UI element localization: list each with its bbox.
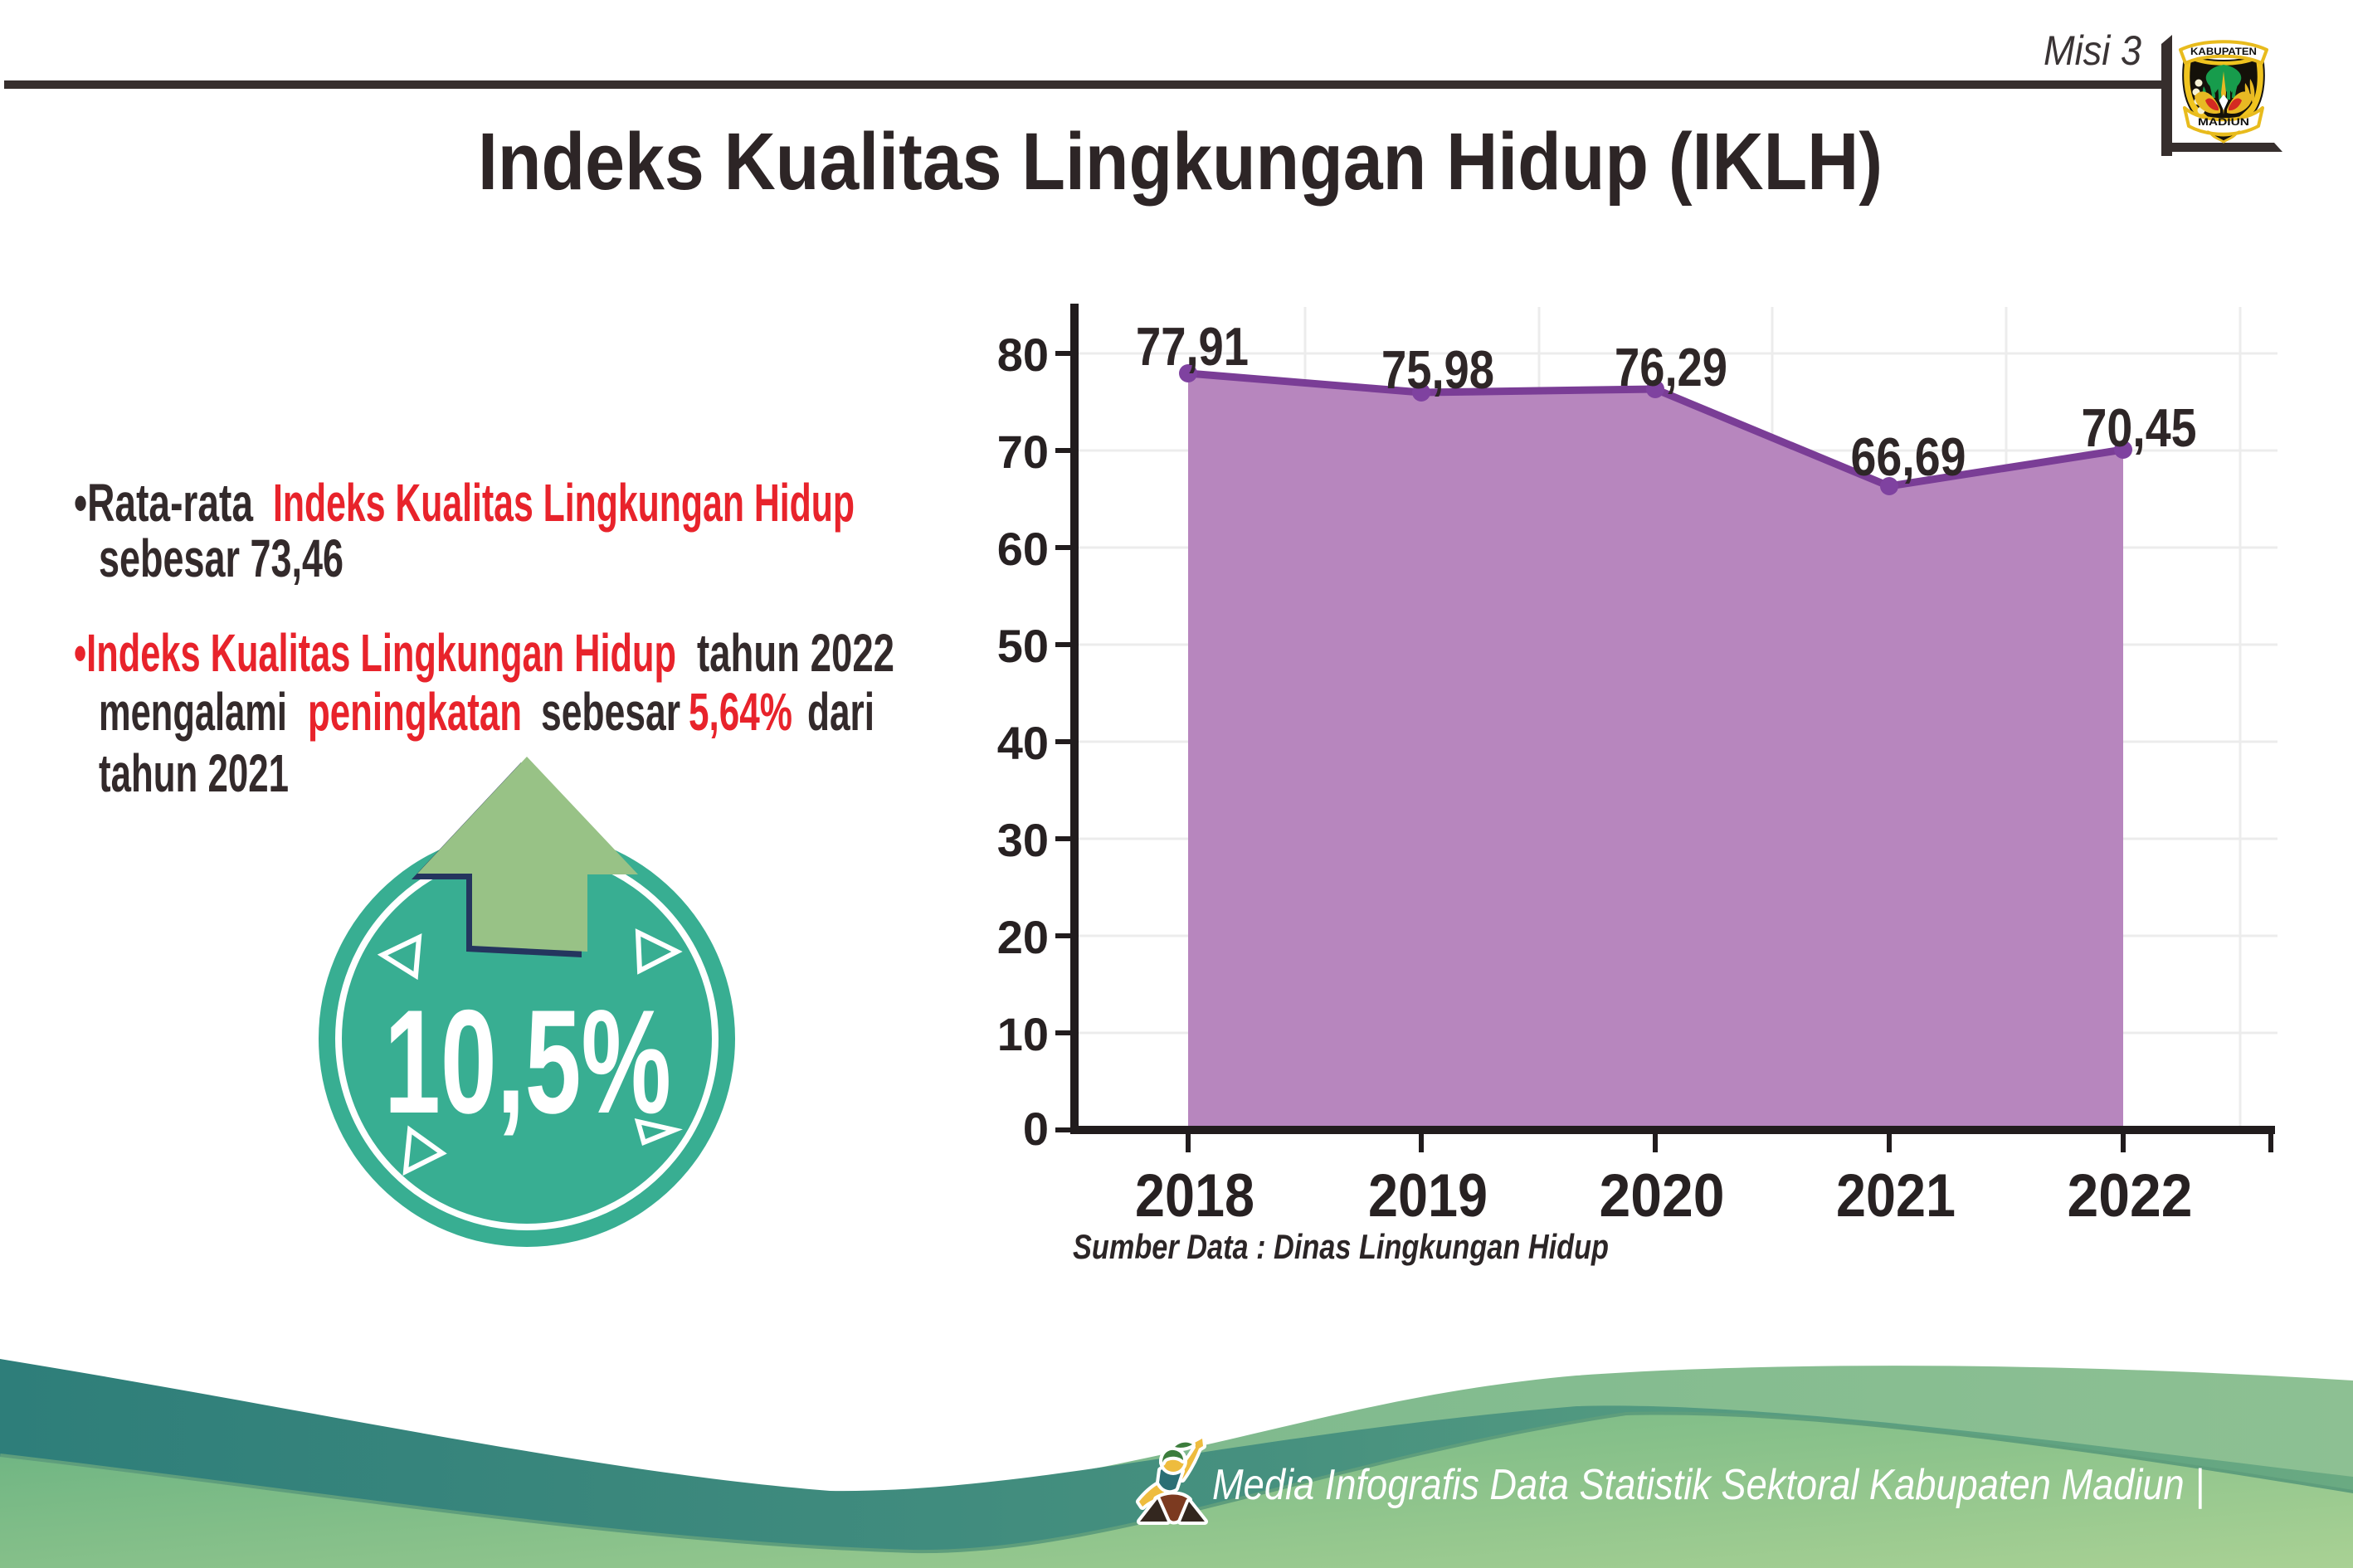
svg-text:•Indeks Kualitas Lingkungan Hi: •Indeks Kualitas Lingkungan Hidup xyxy=(74,623,676,683)
svg-text:peningkatan: peningkatan xyxy=(308,682,522,742)
svg-text:sebesar 73,46: sebesar 73,46 xyxy=(99,528,343,588)
svg-text:80: 80 xyxy=(997,329,1049,381)
svg-text:60: 60 xyxy=(997,523,1049,575)
svg-text:2022: 2022 xyxy=(2068,1162,2193,1230)
svg-text:Indeks Kualitas Lingkungan Hid: Indeks Kualitas Lingkungan Hidup xyxy=(273,473,855,533)
svg-text:dari: dari xyxy=(807,682,874,742)
svg-text:40: 40 xyxy=(997,717,1049,769)
svg-text:75,98: 75,98 xyxy=(1381,339,1494,400)
svg-text:•Rata-rata: •Rata-rata xyxy=(74,473,253,533)
svg-text:66,69: 66,69 xyxy=(1851,426,1966,487)
svg-text:70,45: 70,45 xyxy=(2082,397,2197,458)
svg-text:Media Infografis Data Statisti: Media Infografis Data Statistik Sektoral… xyxy=(1212,1461,2204,1509)
svg-text:10: 10 xyxy=(997,1008,1049,1060)
svg-text:Sumber Data : Dinas Lingkungan: Sumber Data : Dinas Lingkungan Hidup xyxy=(1073,1227,1609,1266)
svg-text:tahun 2022: tahun 2022 xyxy=(697,623,894,683)
svg-text:MADIUN: MADIUN xyxy=(2198,118,2249,128)
svg-text:50: 50 xyxy=(997,620,1049,672)
svg-text:10,5%: 10,5% xyxy=(384,979,671,1144)
svg-text:76,29: 76,29 xyxy=(1615,337,1727,397)
svg-text:0: 0 xyxy=(1023,1103,1049,1155)
svg-text:sebesar: sebesar xyxy=(541,682,680,742)
svg-text:70: 70 xyxy=(997,426,1049,478)
svg-text:Misi 3: Misi 3 xyxy=(2044,27,2141,74)
svg-text:2021: 2021 xyxy=(1836,1162,1956,1230)
svg-text:30: 30 xyxy=(997,814,1049,866)
svg-text:2018: 2018 xyxy=(1135,1162,1254,1230)
svg-text:KABUPATEN: KABUPATEN xyxy=(2190,47,2257,57)
svg-text:77,91: 77,91 xyxy=(1136,316,1249,377)
svg-text:Indeks Kualitas Lingkungan Hid: Indeks Kualitas Lingkungan Hidup (IKLH) xyxy=(478,116,1883,207)
svg-text:2020: 2020 xyxy=(1600,1162,1725,1230)
svg-text:2019: 2019 xyxy=(1368,1162,1488,1230)
svg-text:tahun 2021: tahun 2021 xyxy=(99,743,289,803)
svg-text:20: 20 xyxy=(997,911,1049,963)
svg-text:mengalami: mengalami xyxy=(99,682,287,742)
svg-text:5,64%: 5,64% xyxy=(689,682,792,742)
